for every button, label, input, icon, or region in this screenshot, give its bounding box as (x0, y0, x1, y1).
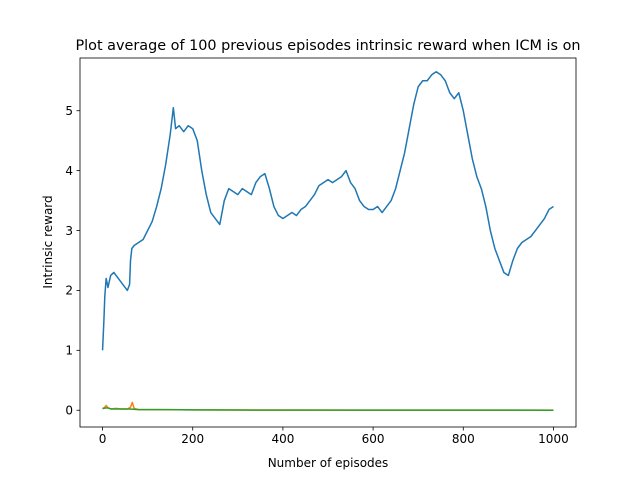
y-axis-ticks: 0 1 2 3 4 5 (65, 104, 80, 418)
x-axis-label: Number of episodes (268, 456, 389, 470)
x-tick-label: 800 (452, 432, 475, 446)
x-tick-label: 400 (271, 432, 294, 446)
y-tick-label: 4 (65, 164, 73, 178)
x-tick-label: 200 (181, 432, 204, 446)
x-tick-label: 1000 (538, 432, 569, 446)
y-tick-label: 0 (65, 404, 73, 418)
y-tick-label: 1 (65, 344, 73, 358)
x-tick-label: 0 (99, 432, 107, 446)
y-tick-label: 2 (65, 284, 73, 298)
chart-title: Plot average of 100 previous episodes in… (75, 38, 580, 54)
series-line-1 (101, 71, 554, 351)
y-tick-label: 5 (65, 104, 73, 118)
y-tick-label: 3 (65, 224, 73, 238)
x-tick-label: 600 (362, 432, 385, 446)
plot-frame (79, 57, 577, 428)
series-line-3 (102, 407, 554, 411)
series-layer (101, 71, 554, 411)
x-axis-ticks: 0 200 400 600 800 1000 (99, 427, 569, 446)
y-axis-label: Intrinsic reward (41, 195, 55, 288)
